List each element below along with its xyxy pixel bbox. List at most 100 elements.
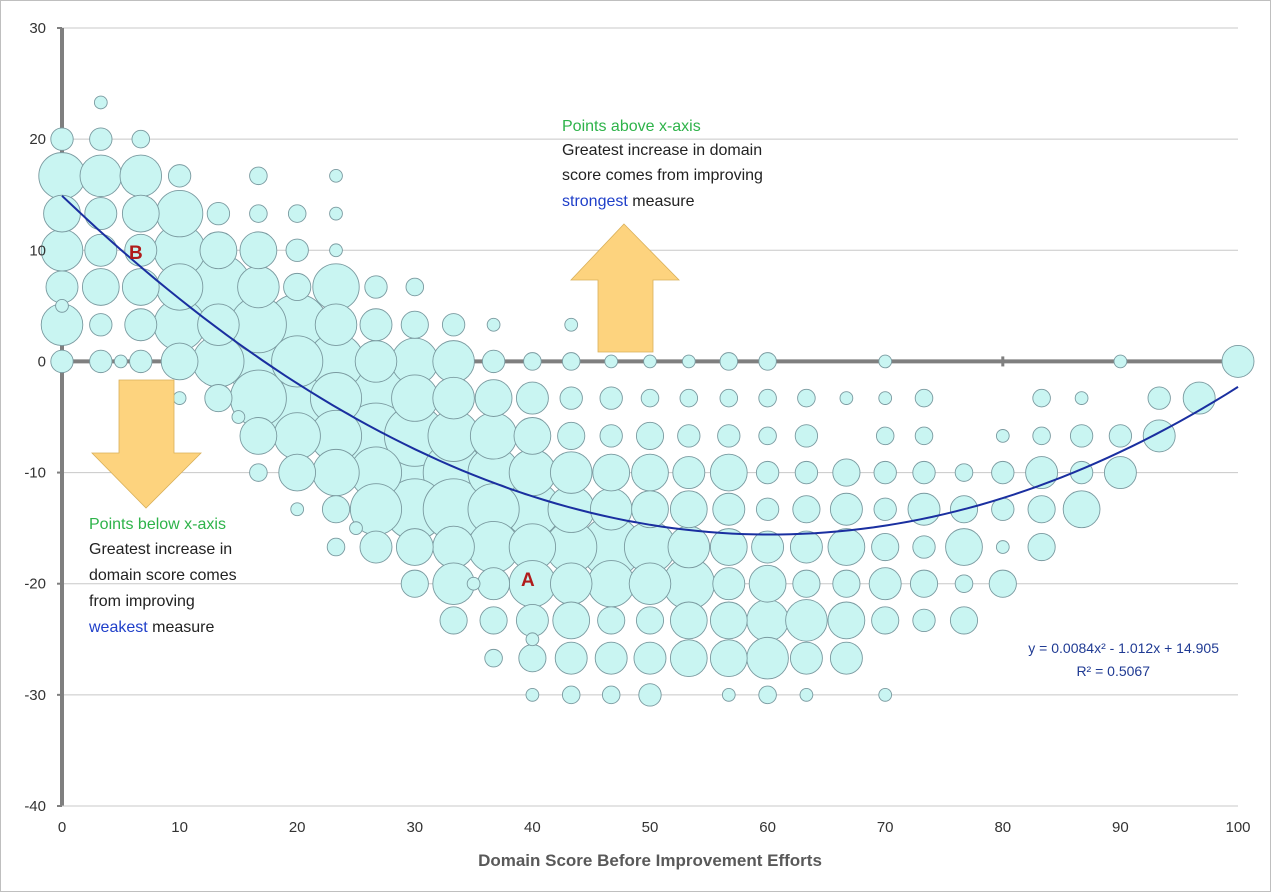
- bubble: [89, 127, 113, 151]
- bubble: [758, 352, 777, 371]
- bubble: [474, 379, 513, 417]
- y-tick-label: -10: [24, 465, 46, 482]
- bubble: [549, 562, 593, 605]
- bubble: [677, 424, 701, 448]
- y-tick-label: 30: [29, 20, 46, 37]
- bubble: [400, 310, 429, 339]
- bubble: [832, 458, 861, 487]
- bubble: [719, 388, 739, 408]
- bubble: [912, 460, 936, 485]
- bubble: [249, 463, 268, 482]
- bubble: [638, 683, 662, 707]
- bubble: [643, 354, 657, 369]
- bubble: [878, 391, 893, 405]
- bubble: [479, 606, 508, 635]
- bubble: [873, 460, 897, 485]
- bubble: [599, 424, 623, 448]
- bubble: [1062, 490, 1101, 529]
- bubble: [758, 685, 777, 705]
- bubble: [290, 502, 305, 517]
- below-annotation-line3: from improving: [89, 593, 195, 610]
- bubble: [329, 168, 343, 183]
- bubble: [121, 194, 160, 233]
- bubble: [633, 641, 667, 675]
- bubble: [124, 308, 158, 342]
- bubble: [601, 685, 621, 705]
- bubble: [249, 166, 268, 186]
- bubble: [1074, 391, 1089, 405]
- bubble: [748, 564, 787, 603]
- trend-equation: y = 0.0084x² - 1.012x + 14.905: [1028, 640, 1219, 656]
- bubble: [669, 601, 708, 640]
- bubble: [155, 189, 204, 238]
- bubble: [113, 354, 128, 369]
- bubble: [746, 599, 789, 642]
- above-annotation-line3: strongest measure: [562, 193, 695, 210]
- bubble: [635, 421, 665, 450]
- bubble: [131, 129, 151, 149]
- bubble: [909, 569, 939, 598]
- bubble: [871, 532, 900, 562]
- x-tick-label: 20: [289, 819, 306, 836]
- up-arrow-icon: [570, 223, 680, 353]
- x-tick-label: 30: [406, 819, 423, 836]
- bubble: [794, 424, 819, 448]
- bubble: [599, 386, 623, 410]
- bubble: [991, 460, 1015, 485]
- above-annotation-line2: score comes from improving: [562, 167, 763, 184]
- bubble: [484, 648, 503, 668]
- bubble: [1142, 419, 1176, 453]
- bubble: [231, 410, 246, 424]
- bubble: [912, 608, 936, 633]
- bubble: [354, 340, 398, 383]
- bubble: [79, 154, 123, 198]
- bubble: [717, 424, 741, 448]
- point-label-a: A: [521, 570, 535, 591]
- bubble: [119, 154, 163, 198]
- below-annotation-line4: weakest measure: [88, 619, 215, 636]
- bubble: [285, 238, 309, 262]
- bubble: [914, 388, 934, 408]
- bubble: [172, 391, 187, 405]
- trend-r-squared: R² = 0.5067: [1076, 663, 1150, 679]
- bubble: [597, 606, 626, 635]
- bubble: [789, 530, 823, 564]
- bubble: [55, 299, 69, 313]
- bubble: [873, 497, 897, 521]
- bubble: [792, 495, 821, 524]
- bubble: [672, 456, 706, 490]
- bubble: [283, 272, 312, 302]
- bubble: [589, 487, 633, 531]
- bubble: [1032, 388, 1051, 408]
- bubble: [709, 639, 748, 678]
- bubble: [391, 374, 439, 422]
- bubble: [604, 354, 619, 369]
- bubble: [364, 275, 388, 299]
- bubble: [758, 388, 777, 408]
- bubble: [287, 204, 307, 223]
- point-label-b: B: [129, 243, 143, 264]
- bubble: [1025, 456, 1059, 490]
- bubble: [587, 560, 635, 608]
- bubble: [40, 229, 84, 272]
- bubble: [751, 530, 785, 564]
- bubble: [878, 354, 893, 369]
- below-annotation-line2: domain score comes: [89, 567, 237, 584]
- bubble: [792, 569, 821, 598]
- x-tick-label: 60: [759, 819, 776, 836]
- bubble: [89, 349, 113, 374]
- bubble: [359, 308, 393, 342]
- bubble: [681, 354, 696, 369]
- bubble: [167, 164, 192, 188]
- bubble: [508, 448, 557, 497]
- bubble: [995, 429, 1010, 443]
- bubble: [1027, 532, 1056, 562]
- bubble: [50, 349, 74, 374]
- bubble: [129, 349, 153, 374]
- above-annotation-line1: Greatest increase in domain: [562, 142, 762, 159]
- bubble: [758, 426, 777, 446]
- bubble: [839, 391, 854, 405]
- bubble: [405, 277, 425, 297]
- bubble: [349, 521, 363, 535]
